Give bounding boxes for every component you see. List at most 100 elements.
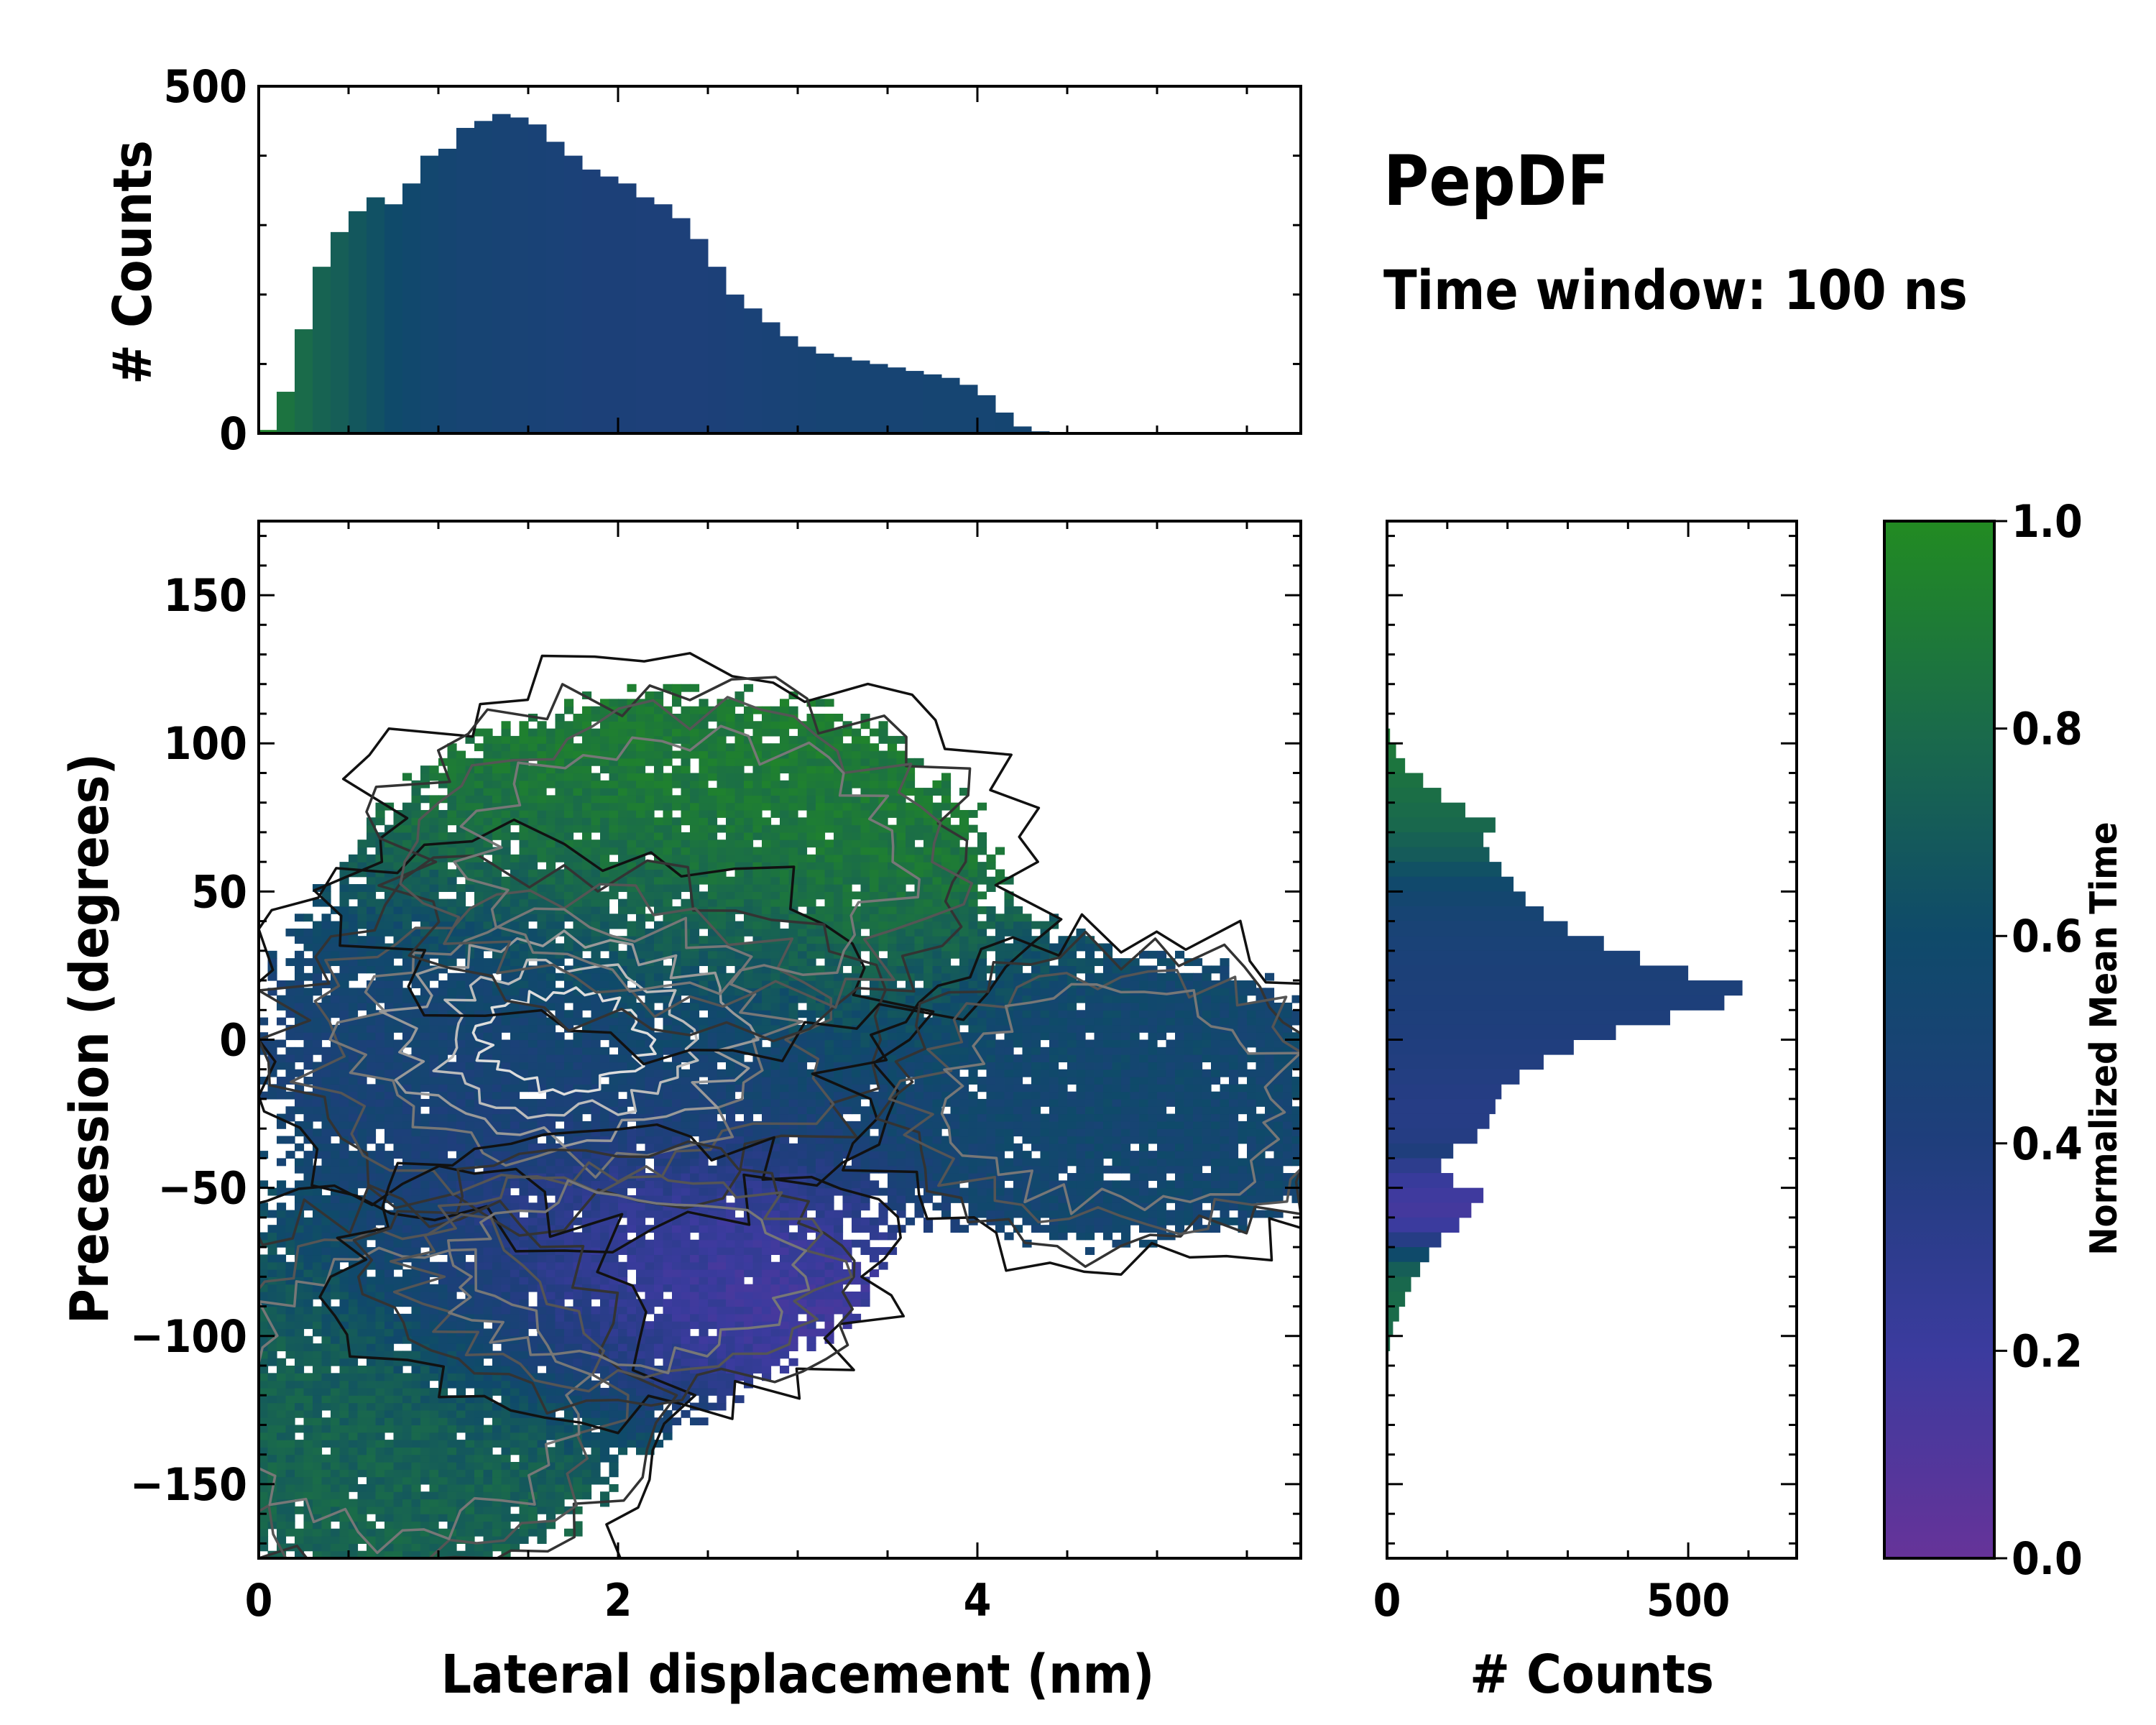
heatmap-cell	[609, 1187, 619, 1196]
heatmap-cell	[303, 1121, 313, 1129]
heatmap-cell	[501, 1343, 511, 1351]
heatmap-cell	[321, 1084, 331, 1092]
heatmap-cell	[609, 1469, 619, 1478]
heatmap-cell	[546, 1225, 556, 1233]
heatmap-cell	[259, 1440, 269, 1448]
heatmap-cell	[321, 1484, 331, 1492]
heatmap-cell	[367, 1447, 377, 1455]
heatmap-cell	[411, 1091, 421, 1100]
heatmap-cell	[411, 1084, 421, 1092]
heatmap-cell	[456, 1261, 466, 1270]
heatmap-cell	[393, 876, 403, 885]
top-hist-bar	[708, 267, 727, 433]
heatmap-cell	[564, 788, 574, 796]
top-hist-bar	[474, 121, 493, 434]
heatmap-cell	[663, 884, 673, 892]
heatmap-cell	[465, 1550, 475, 1559]
heatmap-cell	[519, 1432, 529, 1440]
heatmap-cell	[393, 1447, 403, 1455]
heatmap-cell	[501, 773, 511, 781]
heatmap-cell	[600, 862, 610, 870]
heatmap-cell	[393, 988, 403, 996]
heatmap-cell	[645, 743, 655, 752]
heatmap-cell	[627, 1261, 637, 1270]
heatmap-cell	[402, 995, 413, 1003]
heatmap-cell	[663, 1143, 673, 1151]
heatmap-cell	[411, 802, 421, 811]
heatmap-cell	[429, 847, 439, 855]
heatmap-cell	[510, 958, 520, 967]
heatmap-cell	[339, 1373, 349, 1381]
heatmap-cell	[339, 1550, 349, 1559]
heatmap-cell	[375, 1165, 385, 1174]
heatmap-cell	[609, 809, 619, 818]
heatmap-cell	[456, 788, 466, 796]
heatmap-cell	[420, 1425, 430, 1433]
top-hist-bar	[780, 336, 798, 433]
heatmap-cell	[331, 1069, 341, 1077]
heatmap-cell	[654, 1180, 664, 1189]
heatmap-cell	[519, 1165, 529, 1174]
heatmap-cell	[411, 1291, 421, 1300]
heatmap-cell	[393, 995, 403, 1003]
heatmap-cell	[393, 1506, 403, 1514]
heatmap-cell	[573, 1269, 583, 1277]
heatmap-cell	[690, 1077, 700, 1085]
heatmap-cell	[313, 965, 323, 974]
heatmap-cell	[277, 1091, 287, 1100]
heatmap-cell	[429, 1491, 439, 1500]
heatmap-cell	[303, 1528, 313, 1537]
heatmap-cell	[519, 884, 529, 892]
heatmap-cell	[636, 721, 646, 730]
heatmap-cell	[465, 817, 475, 826]
heatmap-cell	[313, 1550, 323, 1559]
heatmap-cell	[285, 1091, 295, 1100]
heatmap-cell	[627, 1158, 637, 1167]
top-hist-bar	[600, 176, 619, 433]
heatmap-cell	[627, 862, 637, 870]
heatmap-cell	[546, 840, 556, 848]
heatmap-cell	[331, 1462, 341, 1470]
heatmap-cell	[375, 1409, 385, 1418]
heatmap-cell	[618, 809, 628, 818]
heatmap-cell	[582, 758, 592, 766]
heatmap-cell	[447, 1121, 457, 1129]
heatmap-cell	[672, 1313, 682, 1322]
heatmap-cell	[555, 1395, 565, 1404]
heatmap-cell	[609, 891, 619, 900]
heatmap-cell	[357, 1351, 367, 1359]
heatmap-cell	[357, 1528, 367, 1537]
heatmap-cell	[636, 1121, 646, 1129]
heatmap-cell	[519, 847, 529, 855]
heatmap-cell	[349, 1395, 359, 1404]
heatmap-cell	[375, 1528, 385, 1537]
heatmap-cell	[285, 1484, 295, 1492]
heatmap-cell	[447, 1098, 457, 1107]
heatmap-cell	[591, 1328, 601, 1337]
heatmap-cell	[618, 1084, 628, 1092]
heatmap-cell	[259, 1373, 269, 1381]
heatmap-cell	[717, 1084, 727, 1092]
heatmap-cell	[465, 1476, 475, 1485]
heatmap-cell	[420, 1321, 430, 1330]
heatmap-cell	[331, 1335, 341, 1344]
heatmap-cell	[681, 847, 691, 855]
heatmap-cell	[699, 1151, 709, 1159]
heatmap-cell	[259, 1017, 269, 1026]
heatmap-cell	[411, 1395, 421, 1404]
heatmap-cell	[492, 906, 502, 914]
heatmap-cell	[367, 988, 377, 996]
heatmap-cell	[717, 1380, 727, 1389]
heatmap-cell	[555, 943, 565, 952]
heatmap-cell	[672, 773, 682, 781]
heatmap-cell	[339, 1528, 349, 1537]
heatmap-cell	[699, 1387, 709, 1396]
heatmap-cell	[708, 1225, 718, 1233]
heatmap-cell	[349, 1084, 359, 1092]
heatmap-cell	[349, 1425, 359, 1433]
heatmap-cell	[402, 1077, 413, 1085]
heatmap-cell	[483, 1462, 493, 1470]
heatmap-cell	[465, 735, 475, 744]
heatmap-cell	[600, 699, 610, 707]
heatmap-cell	[546, 1136, 556, 1144]
